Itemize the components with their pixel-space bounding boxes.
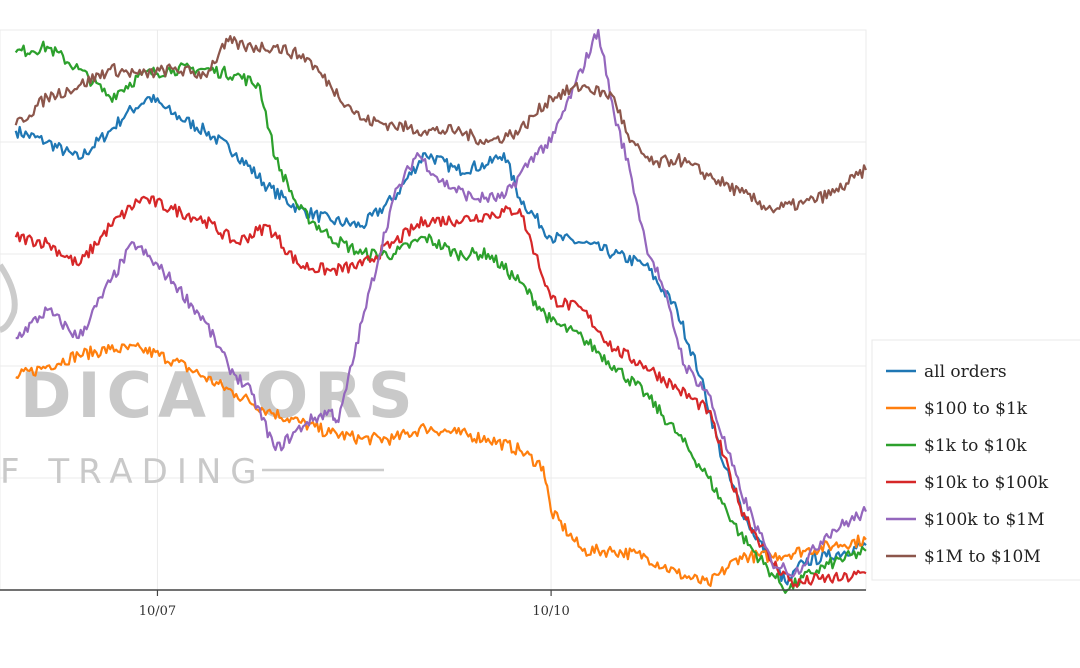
- plot-frame: [0, 29, 867, 591]
- series-line-0: [14, 93, 867, 586]
- legend-item: $10k to $100k: [886, 473, 1049, 493]
- series-line-3: [14, 195, 867, 588]
- x-axis-ticks: 10/07 10/10: [139, 590, 570, 619]
- legend-label: $1M to $10M: [924, 547, 1041, 567]
- legend-label: $100 to $1k: [924, 399, 1028, 419]
- series-line-4: [15, 28, 868, 578]
- series-line-2: [14, 40, 867, 594]
- legend-item: $100k to $1M: [886, 510, 1044, 530]
- grid: [0, 29, 867, 591]
- legend-item: $100 to $1k: [886, 399, 1028, 419]
- legend-item: $1k to $10k: [886, 436, 1027, 456]
- watermark: DICATORS F TRADING: [0, 263, 419, 492]
- watermark-line1: DICATORS: [20, 359, 419, 432]
- legend: all orders $100 to $1k $1k to $10k $10k to …: [871, 339, 1080, 581]
- legend-label: $10k to $100k: [924, 473, 1049, 493]
- legend-item: all orders: [886, 362, 1007, 382]
- x-tick-label: 10/07: [139, 604, 176, 619]
- x-tick-label: 10/10: [532, 604, 569, 619]
- legend-box: [871, 339, 1080, 581]
- watermark-logo-icon: [0, 263, 18, 333]
- watermark-line2: F TRADING: [0, 452, 266, 492]
- legend-label: $100k to $1M: [924, 510, 1044, 530]
- series-line-1: [15, 342, 867, 587]
- legend-label: all orders: [924, 362, 1007, 382]
- legend-label: $1k to $10k: [924, 436, 1027, 456]
- series-lines: [14, 28, 868, 594]
- legend-item: $1M to $10M: [886, 547, 1041, 567]
- series-line-5: [14, 35, 868, 214]
